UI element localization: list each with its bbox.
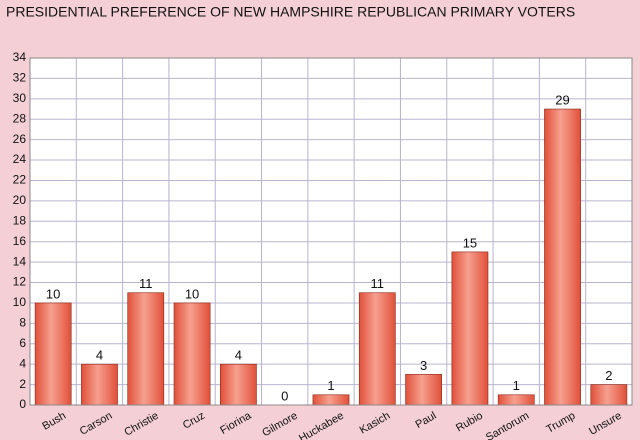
bar [405, 374, 442, 406]
value-label: 4 [235, 348, 242, 363]
y-tick-label: 24 [13, 152, 27, 166]
value-label: 11 [371, 276, 385, 291]
y-tick-label: 6 [19, 336, 26, 350]
value-label: 0 [281, 388, 288, 403]
bar [34, 302, 72, 406]
value-label: 29 [555, 92, 569, 107]
bar [590, 384, 628, 406]
value-label: 1 [513, 378, 520, 393]
bar [220, 363, 257, 406]
y-tick-label: 8 [19, 316, 26, 330]
y-tick-label: 28 [13, 111, 27, 125]
y-tick-label: 22 [13, 173, 27, 187]
bar [173, 302, 211, 406]
value-label: 1 [327, 378, 334, 393]
value-label: 3 [420, 358, 427, 373]
bar [81, 363, 118, 406]
y-tick-label: 34 [13, 50, 27, 64]
bar [127, 292, 165, 406]
plot-area [29, 57, 633, 406]
y-tick-label: 0 [19, 397, 26, 411]
y-tick-label: 2 [19, 377, 26, 391]
y-tick-label: 30 [13, 91, 27, 105]
bar [312, 394, 350, 406]
y-tick-label: 20 [13, 193, 27, 207]
value-label: 10 [185, 286, 199, 301]
y-tick-label: 14 [13, 254, 27, 268]
y-tick-label: 10 [13, 295, 27, 309]
value-label: 11 [139, 276, 153, 291]
chart-title: PRESIDENTIAL PREFERENCE OF NEW HAMPSHIRE… [6, 4, 575, 20]
value-label: 10 [46, 286, 60, 301]
value-label: 15 [463, 235, 477, 250]
value-label: 2 [605, 368, 612, 383]
y-tick-label: 4 [19, 356, 26, 370]
y-tick-label: 32 [13, 71, 27, 85]
y-tick-label: 18 [13, 213, 27, 227]
bar [497, 394, 535, 406]
value-label: 4 [96, 348, 103, 363]
bar [358, 292, 396, 406]
y-tick-label: 26 [13, 132, 27, 146]
bar [451, 251, 489, 406]
bar [544, 108, 581, 406]
plot-border [29, 57, 633, 406]
y-tick-label: 16 [13, 234, 27, 248]
y-tick-label: 12 [13, 275, 27, 289]
